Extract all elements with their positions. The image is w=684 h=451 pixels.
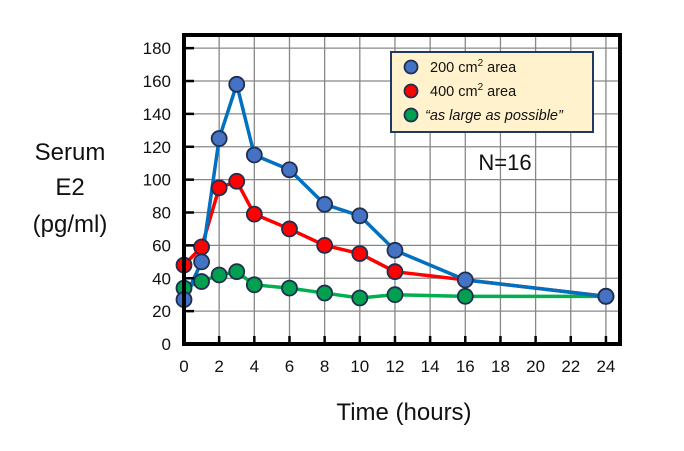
legend-marker — [403, 59, 419, 75]
plot-frame — [182, 33, 622, 346]
x-tick-label: 0 — [179, 357, 188, 376]
x-tick-label: 8 — [320, 357, 329, 376]
data-point — [193, 238, 210, 256]
ticks: 0 2 4 6 8 10 12 14 16 18 20 22 240204060801001201401… — [143, 39, 616, 376]
data-point — [316, 236, 334, 254]
legend-label-superscript: 2 — [478, 58, 484, 69]
data-point — [351, 207, 369, 225]
y-tick-label: 80 — [152, 204, 171, 223]
data-point — [228, 172, 246, 190]
y-tick-label: 100 — [143, 171, 171, 190]
data-point — [386, 241, 404, 259]
legend-label-superscript: 2 — [478, 82, 484, 93]
data-point — [245, 146, 263, 164]
x-tick-label: 16 — [456, 357, 475, 376]
data-point — [456, 287, 474, 305]
data-point — [316, 284, 334, 302]
legend-label: “as large as possible” — [425, 108, 564, 124]
legend-label-text: 400 cm — [430, 84, 478, 100]
data-point — [386, 286, 404, 304]
y-tick-label: 60 — [152, 236, 171, 255]
x-tick-label: 20 — [526, 357, 545, 376]
data-point — [351, 245, 369, 263]
data-point — [597, 287, 615, 305]
data-point — [456, 271, 474, 289]
x-tick-label: 4 — [250, 357, 259, 376]
data-point — [193, 253, 210, 271]
y-tick-label: 0 — [162, 335, 171, 354]
legend-label: 400 cm2 area — [430, 82, 517, 100]
y-axis-label-line: E2 — [55, 174, 84, 201]
x-axis-label: Time (hours) — [336, 399, 471, 426]
x-tick-label: 2 — [214, 357, 223, 376]
y-axis-label-line: (pg/ml) — [33, 211, 108, 238]
data-point — [245, 205, 263, 223]
data-point — [281, 220, 298, 238]
y-axis-label: Serum E2 (pg/ml) — [33, 139, 108, 238]
y-tick-label: 40 — [152, 269, 171, 288]
x-tick-label: 10 — [350, 357, 369, 376]
x-tick-label: 12 — [386, 357, 405, 376]
data-point — [228, 75, 246, 93]
data-point — [316, 195, 334, 213]
legend-marker — [403, 107, 419, 123]
data-point — [193, 273, 210, 290]
legend-label-tail: area — [483, 60, 517, 76]
series-points — [175, 75, 615, 309]
data-point — [228, 263, 246, 281]
data-point — [210, 266, 228, 284]
legend-box — [390, 51, 594, 133]
y-tick-label: 180 — [143, 39, 171, 58]
legend-marker — [403, 83, 419, 99]
y-tick-label: 120 — [143, 138, 171, 157]
series-line — [182, 179, 607, 299]
x-tick-label: 6 — [285, 357, 294, 376]
legend-label-text: “as large as possible” — [425, 108, 564, 124]
data-point — [210, 179, 228, 197]
sample-size-annotation: N=16 — [478, 150, 531, 175]
y-tick-label: 160 — [143, 72, 171, 91]
data-point — [351, 289, 369, 307]
data-point — [281, 161, 298, 179]
x-tick-label: 24 — [596, 357, 615, 376]
x-tick-label: 22 — [561, 357, 580, 376]
data-point — [281, 279, 298, 297]
legend-label-tail: area — [483, 84, 517, 100]
data-point — [210, 130, 228, 147]
y-tick-label: 20 — [152, 302, 171, 321]
legend-label: 200 cm2 area — [430, 58, 517, 76]
y-axis-label-line: Serum — [35, 139, 106, 166]
y-tick-label: 140 — [143, 105, 171, 124]
data-point — [245, 276, 263, 294]
data-point — [386, 263, 404, 281]
legend-label-text: 200 cm — [430, 60, 478, 76]
x-tick-label: 14 — [421, 357, 440, 376]
x-tick-label: 18 — [491, 357, 510, 376]
